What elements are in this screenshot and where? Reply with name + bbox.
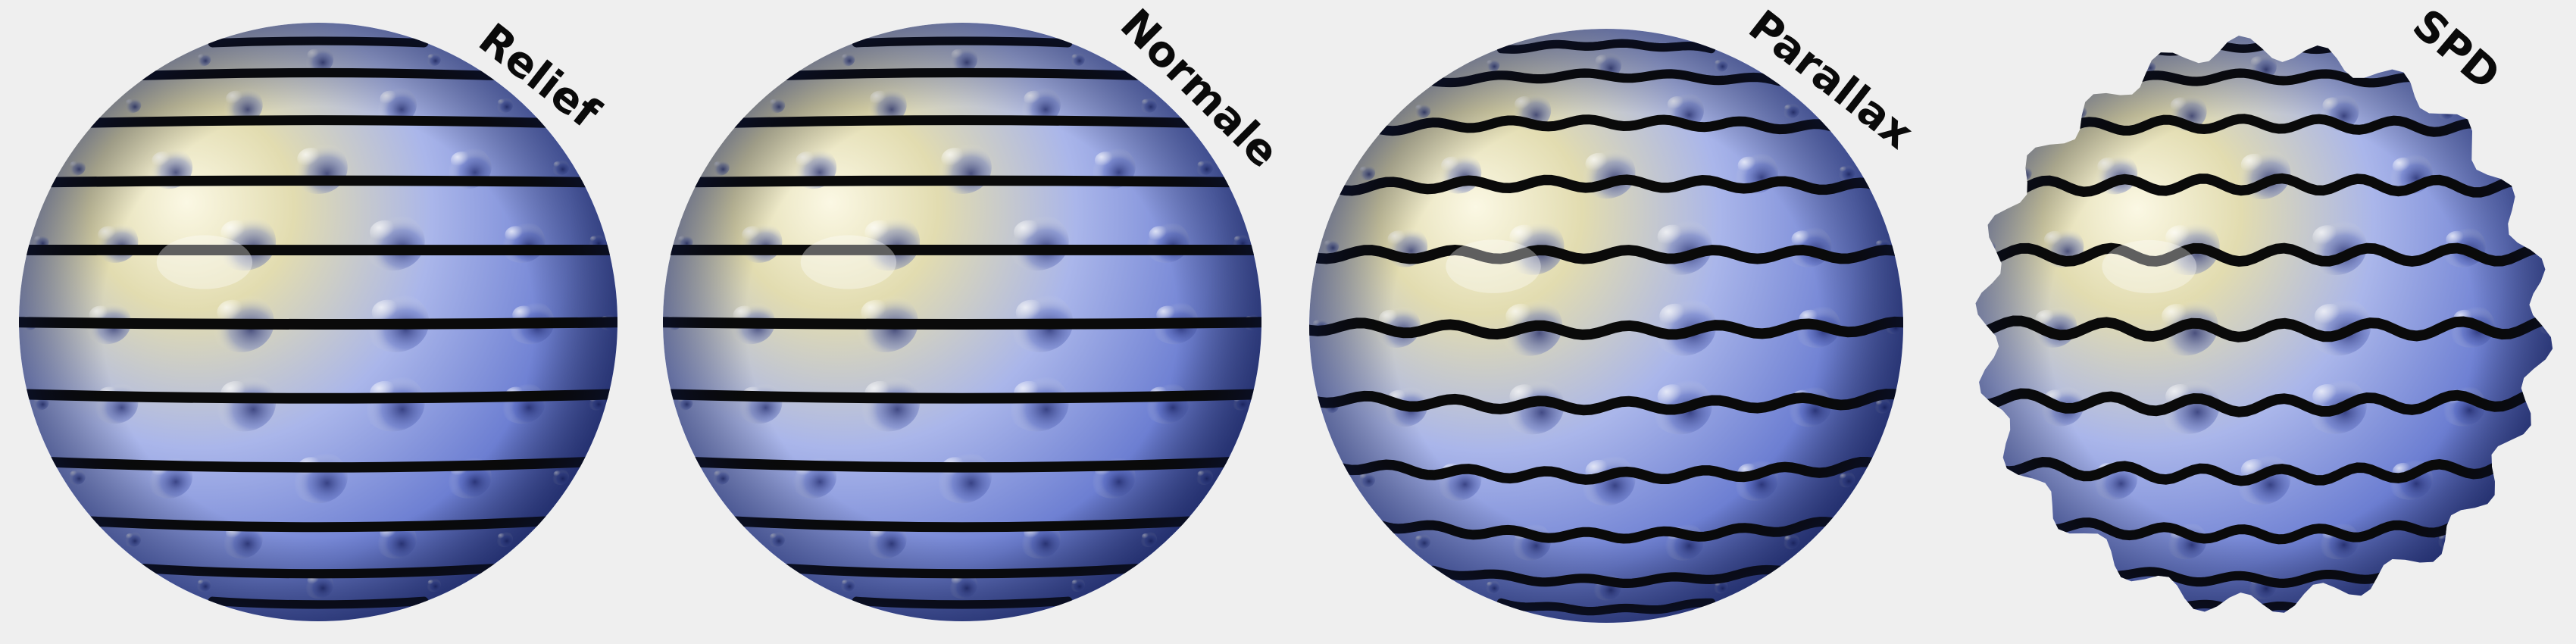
bump-highlight — [2369, 61, 2377, 67]
surface-bump — [2140, 578, 2156, 592]
bump-highlight — [2439, 105, 2447, 113]
bump-highlight — [1975, 320, 1979, 327]
surface-bump — [2528, 397, 2545, 413]
bump-highlight — [2530, 240, 2538, 248]
bump-highlight — [2071, 534, 2080, 541]
bump-highlight — [2493, 167, 2503, 174]
bump-highlight — [2143, 61, 2150, 67]
rim-shade — [1309, 29, 1903, 623]
sphere-relief: Relief — [19, 14, 617, 621]
surface-bump — [2367, 59, 2383, 73]
sphere-spd: SPD — [1975, 0, 2553, 613]
spheres-layer: Relief Normale Parallax SPD — [19, 0, 2553, 623]
sphere-parallax: Parallax — [1309, 1, 1922, 623]
rim-shade — [19, 23, 617, 621]
bump-highlight — [2071, 105, 2080, 113]
bump-highlight — [2493, 472, 2503, 480]
bump-highlight — [2016, 167, 2025, 174]
bump-highlight — [1980, 240, 1990, 248]
rim-shade — [663, 23, 1261, 621]
bump-highlight — [2143, 580, 2150, 586]
bump-highlight — [1980, 399, 1990, 406]
bump-highlight — [2530, 399, 2538, 406]
surface-bump — [2069, 532, 2087, 549]
sphere-normale: Normale — [663, 0, 1288, 621]
rim-shade — [1975, 36, 2553, 613]
sphere-label-spd: SPD — [2403, 0, 2509, 100]
